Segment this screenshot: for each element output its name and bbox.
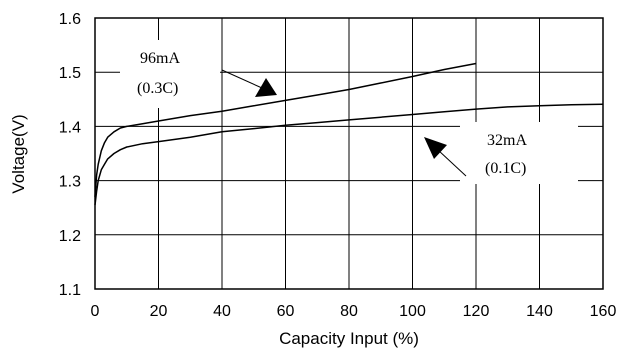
x-tick-label: 160 [590, 303, 617, 320]
x-axis-tick-labels: 0 20 40 60 80 100 120 140 160 [91, 303, 617, 320]
y-tick-label: 1.6 [59, 11, 81, 28]
plot-frame [94, 17, 604, 290]
annotation-32ma-current: 32mA [487, 132, 527, 149]
annotation-96ma-arrowhead [255, 78, 277, 97]
y-tick-label: 1.2 [59, 228, 81, 245]
x-tick-label: 0 [91, 303, 100, 320]
y-axis-tick-labels: 1.1 1.2 1.3 1.4 1.5 1.6 [59, 11, 81, 299]
x-tick-label: 100 [399, 303, 426, 320]
y-tick-label: 1.4 [59, 119, 81, 136]
x-tick-label: 140 [526, 303, 553, 320]
x-tick-label: 80 [340, 303, 358, 320]
annotation-32ma-rate: (0.1C) [485, 160, 526, 177]
x-tick-label: 120 [463, 303, 490, 320]
series-line-96ma [94, 62, 477, 197]
x-axis-title: Capacity Input (%) [279, 329, 419, 348]
x-tick-label: 60 [277, 303, 295, 320]
y-axis-title: Voltage(V) [9, 114, 28, 193]
annotation-32ma-leader-line [437, 149, 467, 177]
x-tick-label: 40 [213, 303, 231, 320]
annotation-box-32ma [460, 122, 578, 184]
series-group [94, 62, 604, 206]
annotation-box-96ma [120, 40, 220, 108]
annotation-96ma-current: 96mA [140, 50, 180, 67]
annotation-96ma-leader-line [221, 69, 263, 89]
y-tick-label: 1.5 [59, 65, 81, 82]
annotation-32ma-arrowhead [424, 137, 447, 159]
series-line-32ma [94, 103, 604, 206]
y-tick-label: 1.3 [59, 174, 81, 191]
x-tick-label: 20 [150, 303, 168, 320]
annotation-96ma-rate: (0.3C) [137, 80, 178, 97]
y-tick-label: 1.1 [59, 282, 81, 299]
